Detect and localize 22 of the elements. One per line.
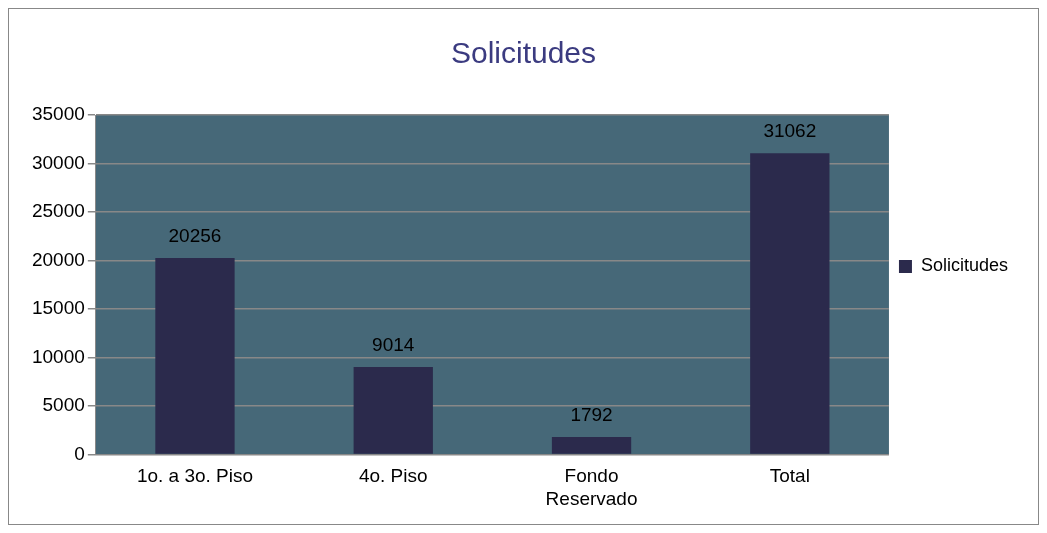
y-tick-label: 35000 bbox=[31, 103, 85, 125]
y-tick-label: 25000 bbox=[31, 200, 85, 222]
chart-title: Solicitudes bbox=[450, 36, 597, 70]
legend-label: Solicitudes bbox=[920, 255, 1008, 276]
data-label: 9014 bbox=[372, 333, 415, 355]
bar bbox=[750, 153, 830, 454]
data-label: 31062 bbox=[763, 119, 817, 141]
y-tick-label: 5000 bbox=[42, 394, 85, 416]
data-label: 20256 bbox=[168, 224, 222, 246]
y-tick-label: 10000 bbox=[31, 345, 85, 367]
y-tick-label: 15000 bbox=[31, 297, 85, 319]
x-tick-label: 1o. a 3o. Piso bbox=[136, 465, 254, 487]
y-tick-label: 30000 bbox=[31, 151, 85, 173]
x-tick-label: Total bbox=[769, 465, 810, 487]
bar bbox=[353, 366, 433, 454]
bar bbox=[155, 257, 235, 454]
bar bbox=[551, 437, 632, 454]
y-tick-label: 0 bbox=[74, 442, 85, 464]
data-label: 1792 bbox=[570, 403, 613, 425]
x-tick-label: 4o. Piso bbox=[358, 465, 428, 487]
y-tick-label: 20000 bbox=[31, 248, 85, 270]
x-tick-label: Fondo Reservado bbox=[545, 465, 638, 509]
